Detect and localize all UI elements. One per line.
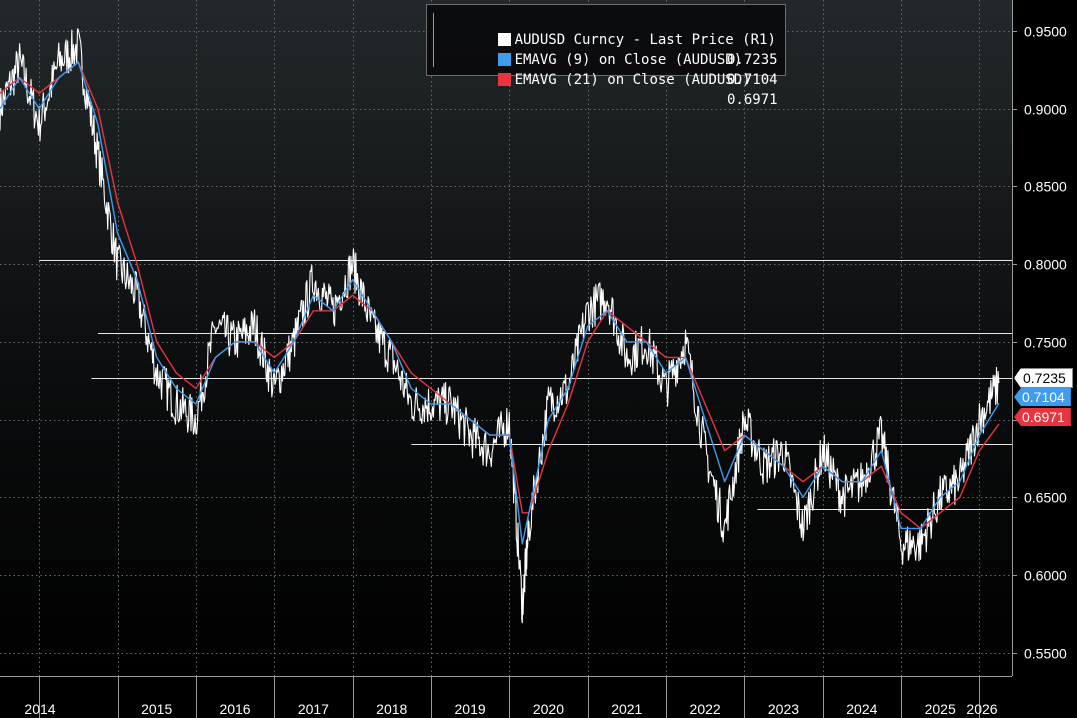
x-tick-label: 2017	[298, 701, 329, 717]
ema9-value-tag: 0.7104	[1014, 388, 1071, 406]
y-tick-label: 0.5500	[1024, 646, 1067, 662]
y-tick-label: 0.9500	[1024, 24, 1067, 40]
ema21-value-tag: 0.6971	[1014, 408, 1071, 426]
plot-background	[0, 0, 1012, 676]
y-axis-ticks: 0.95000.90000.85000.80000.75000.70000.65…	[1012, 24, 1067, 662]
legend-swatch-ema9	[497, 53, 511, 66]
legend-swatch-ema21	[497, 73, 511, 86]
y-tick-label: 0.9000	[1024, 102, 1067, 118]
grid	[0, 0, 1012, 676]
x-tick-label: 2020	[533, 701, 564, 717]
x-tick-label: 2022	[690, 701, 721, 717]
last-price-tag: 0.7235	[1014, 368, 1073, 388]
x-axis-ticks: 2014 2015 2016 2017 2018 2019 2020 2021 2022 2023…	[24, 676, 998, 718]
reference-lines	[39, 260, 1012, 510]
x-tick-label: 2018	[376, 701, 407, 717]
legend-value-price: 0.7235	[727, 52, 778, 68]
x-tick-label: 2019	[455, 701, 486, 717]
y-tick-label: 0.6500	[1024, 490, 1067, 506]
legend-value-ema21: 0.6971	[727, 92, 778, 108]
legend-tree-connector	[433, 13, 444, 67]
legend: AUDUSD Curncy - Last Price (R1) 0.7235 E…	[426, 4, 786, 108]
legend-swatch-price	[497, 33, 511, 46]
legend-entry-ema21: EMAVG (21) on Close (AUDUSD) 0.6971	[447, 50, 778, 108]
x-tick-label: 2025	[925, 701, 956, 717]
legend-label-ema21: EMAVG (21) on Close (AUDUSD)	[514, 72, 751, 88]
x-tick-label: 2023	[768, 701, 799, 717]
x-tick-label: 2021	[611, 701, 642, 717]
legend-entry-price: AUDUSD Curncy - Last Price (R1) 0.7235	[447, 10, 778, 68]
y-tick-label: 0.8500	[1024, 179, 1067, 195]
x-tick-label: 2014	[24, 701, 55, 717]
y-tick-label: 0.6000	[1024, 568, 1067, 584]
x-tick-label: 2016	[219, 701, 250, 717]
legend-value-ema9: 0.7104	[727, 72, 778, 88]
legend-label-ema9: EMAVG (9) on Close (AUDUSD)	[514, 52, 743, 68]
legend-entry-ema9: EMAVG (9) on Close (AUDUSD) 0.7104	[447, 30, 778, 88]
y-tick-label: 0.7500	[1024, 335, 1067, 351]
x-tick-label: 2026	[966, 701, 997, 717]
ema9-series-line	[0, 61, 1000, 545]
price-series-line	[0, 28, 1000, 624]
x-tick-label: 2024	[846, 701, 877, 717]
series-lines	[0, 28, 1000, 624]
x-tick-label: 2015	[141, 701, 172, 717]
y-tick-label: 0.8000	[1024, 257, 1067, 273]
legend-label-price: AUDUSD Curncy - Last Price (R1)	[514, 32, 776, 48]
